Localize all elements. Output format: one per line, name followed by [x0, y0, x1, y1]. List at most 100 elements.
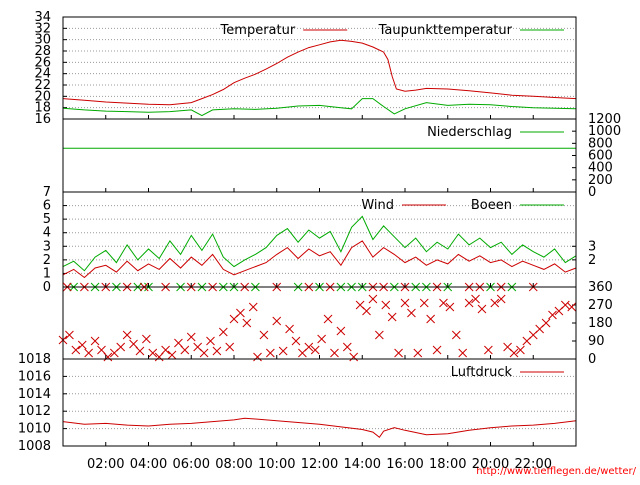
series-line-temperature-0	[62, 39, 577, 106]
ytick-left-temperature: 18	[34, 101, 51, 116]
xtick-label: 20:00	[472, 457, 509, 472]
data-point-wind_direction	[225, 342, 235, 352]
ytick-right-wind_direction: 360	[588, 280, 613, 295]
data-point-wind_direction	[451, 330, 461, 340]
data-point-wind_direction	[242, 318, 252, 328]
data-point-wind_direction	[84, 348, 94, 358]
data-point-wind_direction	[387, 312, 397, 322]
data-point-wind_direction	[206, 336, 215, 346]
data-point-wind_direction	[374, 330, 384, 340]
ytick-left-temperature: 32	[34, 21, 51, 36]
data-point-wind_direction	[116, 342, 126, 352]
data-point-wind_direction	[103, 352, 113, 362]
data-point-wind_direction	[291, 336, 301, 346]
legend-label: Boeen	[471, 198, 512, 213]
data-point-wind_direction	[426, 314, 436, 324]
data-point-wind_direction	[496, 294, 506, 304]
data-point-wind_direction	[464, 298, 474, 308]
ytick-right-precipitation: 800	[588, 136, 613, 151]
xtick-label: 12:00	[301, 457, 338, 472]
data-point-wind_direction	[548, 310, 557, 320]
data-point-wind_direction	[90, 336, 100, 346]
data-point-wind_direction	[77, 340, 87, 350]
legend-label: Niederschlag	[427, 125, 512, 140]
panel-frame-wind_direction	[62, 286, 577, 360]
ytick-left-temperature: 28	[34, 44, 51, 59]
ytick-left-wind: 2	[43, 253, 51, 268]
ytick-left-temperature: 22	[34, 78, 51, 93]
data-point-wind_direction	[154, 352, 164, 362]
legend-label: Wind	[361, 198, 394, 213]
xtick-label: 14:00	[344, 457, 381, 472]
xtick-label: 18:00	[429, 457, 466, 472]
data-point-wind_direction	[142, 334, 151, 344]
data-point-wind_direction	[272, 316, 282, 326]
ytick-right-precipitation: 1000	[588, 124, 621, 139]
ytick-right-precipitation: 600	[588, 149, 613, 164]
ytick-right-precipitation: 0	[588, 185, 596, 200]
ytick-right-wind: 2	[588, 253, 596, 268]
xtick-label: 10:00	[258, 457, 295, 472]
data-point-wind_direction	[259, 330, 269, 340]
xtick-label: 04:00	[130, 457, 167, 472]
data-point-wind_direction	[407, 308, 416, 318]
ytick-right-precipitation: 400	[588, 161, 613, 176]
data-point-wind_direction	[490, 298, 500, 308]
ytick-left-wind: 0	[43, 280, 51, 295]
data-point-wind_direction	[167, 350, 177, 360]
data-point-wind_direction	[135, 346, 145, 356]
data-point-wind_direction	[330, 348, 339, 358]
xtick-label: 08:00	[215, 457, 252, 472]
ytick-left-pressure: 1014	[18, 387, 51, 402]
data-point-wind_direction	[236, 308, 245, 318]
ytick-left-wind: 5	[43, 212, 51, 227]
data-point-wind_direction	[413, 348, 423, 358]
data-point-wind_direction	[180, 345, 190, 355]
data-point-wind_direction	[199, 348, 209, 358]
ytick-left-pressure: 1018	[18, 352, 51, 367]
data-point-wind_direction	[368, 294, 378, 304]
ytick-left-temperature: 16	[34, 112, 51, 127]
data-point-wind_direction	[186, 332, 196, 342]
ytick-left-pressure: 1010	[18, 422, 51, 437]
data-point-wind_direction	[265, 348, 275, 358]
data-point-wind_direction	[248, 302, 258, 312]
data-point-wind_direction	[65, 330, 74, 340]
legend-label: Luftdruck	[451, 365, 513, 380]
data-point-wind_direction	[310, 345, 320, 355]
data-point-wind_direction	[509, 348, 519, 358]
data-point-wind_direction	[458, 348, 468, 358]
data-point-wind_direction	[97, 345, 106, 355]
ytick-right-wind_direction: 270	[588, 298, 613, 313]
data-point-wind_direction	[212, 346, 222, 356]
data-point-wind_direction	[381, 300, 391, 310]
data-point-wind_direction	[336, 326, 346, 336]
ytick-left-temperature: 26	[34, 55, 51, 70]
ytick-left-wind: 3	[43, 239, 51, 254]
data-point-wind_direction	[253, 352, 262, 362]
ytick-left-wind: 6	[43, 199, 51, 214]
data-point-wind_direction	[304, 342, 314, 352]
data-point-wind_direction	[567, 302, 577, 312]
data-point-wind_direction	[560, 300, 570, 310]
data-point-wind_direction	[477, 304, 487, 314]
data-point-wind_direction	[285, 324, 294, 334]
data-point-wind_direction	[349, 352, 359, 362]
data-point-wind_direction	[445, 302, 455, 312]
data-point-wind_direction	[129, 339, 138, 349]
ytick-left-pressure: 1016	[18, 369, 51, 384]
data-point-wind_direction	[122, 330, 132, 340]
series-line-wind-0	[62, 240, 577, 279]
credit-link[interactable]: http://www.tiefflegen.de/wetter/	[476, 466, 636, 477]
ytick-left-temperature: 34	[34, 10, 51, 25]
data-point-wind_direction	[174, 338, 183, 348]
legend-label: Taupunkttemperatur	[378, 23, 513, 38]
data-point-wind_direction	[541, 318, 551, 328]
series-line-pressure-0	[62, 417, 577, 439]
data-point-wind_direction	[148, 348, 158, 358]
xtick-label: 02:00	[87, 457, 124, 472]
xtick-label: 22:00	[515, 457, 552, 472]
ytick-left-wind: 1	[43, 266, 51, 281]
ytick-right-precipitation: 200	[588, 173, 613, 188]
